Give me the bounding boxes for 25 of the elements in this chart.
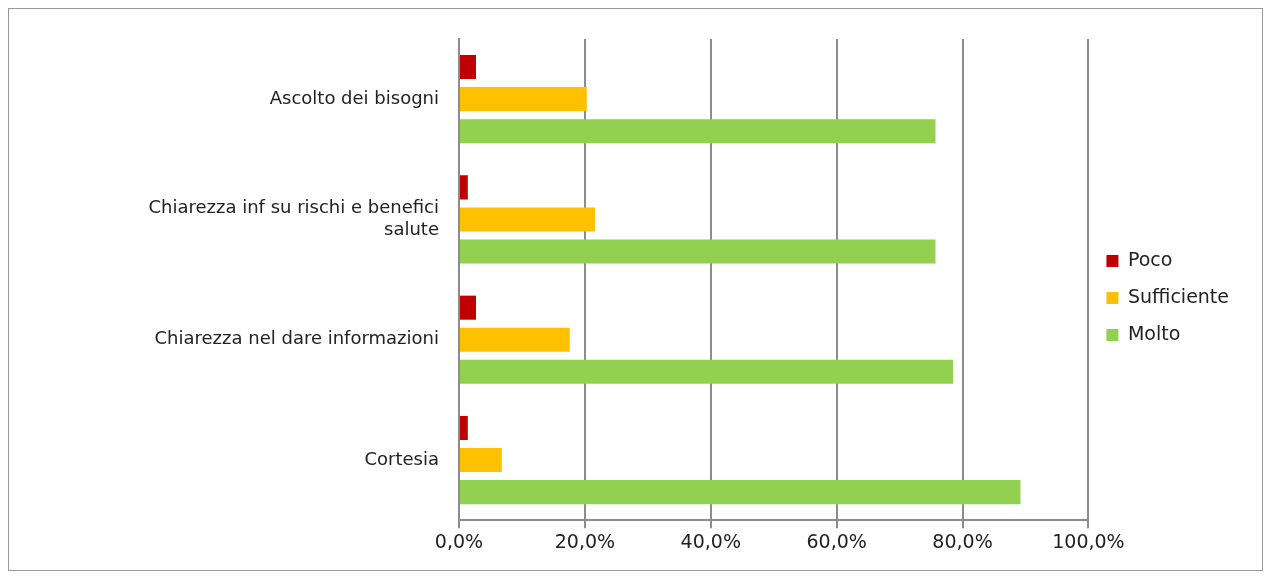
bar (460, 448, 502, 473)
bar (460, 239, 936, 264)
bar (460, 87, 587, 112)
legend-label: Poco (1127, 247, 1173, 270)
x-tick-label: 80,0% (932, 529, 993, 552)
y-tick-label: Ascolto dei bisogni (269, 86, 439, 108)
y-tick-label: Chiarezza inf su rischi e benefici salute (148, 196, 439, 239)
bar (460, 119, 936, 144)
x-tick-label: 100,0% (1052, 529, 1125, 552)
bar (460, 415, 468, 440)
y-tick-label: Chiarezza nel dare informazioni (154, 327, 439, 349)
x-tick-label: 40,0% (680, 529, 741, 552)
y-tick-label: Cortesia (364, 447, 439, 469)
bar (460, 55, 476, 80)
bar (460, 207, 595, 232)
bar (460, 175, 468, 200)
x-tick-label: 60,0% (806, 529, 867, 552)
bar (460, 480, 1021, 505)
bar (460, 295, 476, 320)
legend-label: Molto (1127, 321, 1181, 344)
bar (460, 327, 570, 352)
x-tick-label: 0,0% (434, 529, 484, 552)
legend-label: Sufficiente (1127, 284, 1230, 307)
x-tick-label: 20,0% (554, 529, 616, 552)
bar (460, 359, 954, 384)
